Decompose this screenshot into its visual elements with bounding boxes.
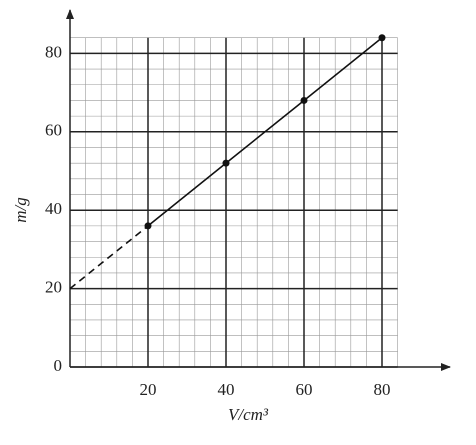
- x-axis-label: V/cm³: [228, 405, 269, 424]
- x-tick-label: 60: [296, 380, 313, 399]
- data-point: [378, 34, 386, 42]
- data-line: [147, 37, 383, 227]
- data-point: [300, 96, 308, 104]
- x-tick-label: 80: [374, 380, 391, 399]
- grid: [69, 37, 398, 368]
- y-tick-label: 40: [45, 199, 62, 218]
- data-point: [222, 159, 230, 167]
- y-axis-label: m/g: [11, 197, 30, 223]
- y-tick-label: 80: [45, 42, 62, 61]
- x-tick-label: 20: [140, 380, 157, 399]
- y-tick-label: 20: [45, 278, 62, 297]
- data-line: [69, 225, 149, 290]
- y-tick-label: 0: [54, 356, 63, 375]
- y-tick-label: 60: [45, 121, 62, 140]
- x-tick-label: 40: [218, 380, 235, 399]
